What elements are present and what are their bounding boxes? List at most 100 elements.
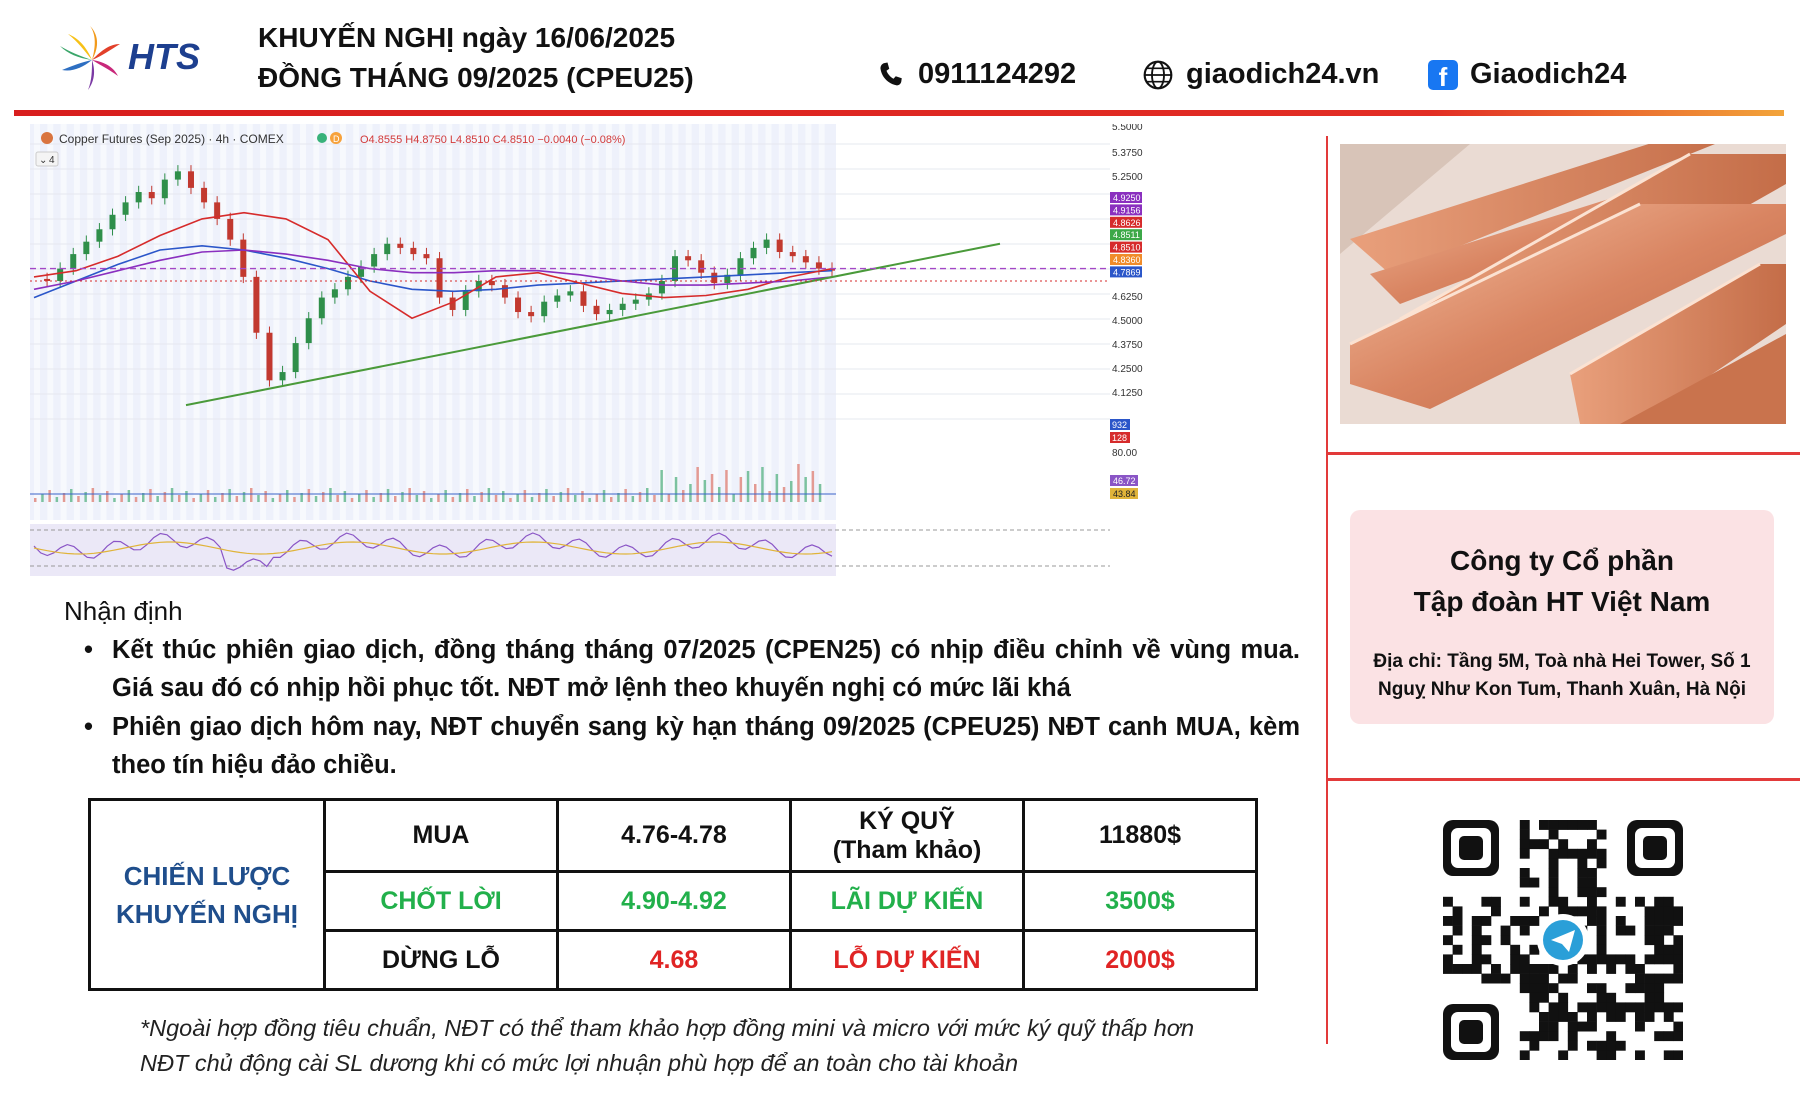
contact-website[interactable]: giaodich24.vn	[1142, 58, 1379, 91]
telegram-qr-code[interactable]	[1443, 820, 1683, 1060]
contact-phone[interactable]: 0911124292	[876, 58, 1076, 91]
session-band	[313, 124, 320, 520]
volume-bar	[379, 493, 383, 502]
session-band	[472, 124, 479, 520]
qr-module	[1596, 1040, 1607, 1051]
qr-module	[1587, 848, 1597, 859]
qr-module	[1587, 839, 1597, 850]
qr-module	[1567, 1031, 1578, 1042]
qr-module	[1606, 954, 1617, 965]
volume-bars	[30, 464, 836, 502]
volume-bar	[322, 492, 325, 502]
qr-module	[1529, 944, 1540, 955]
qr-module	[1635, 1002, 1645, 1013]
qr-module	[1558, 839, 1569, 850]
rsi-signal-line	[33, 541, 833, 555]
margin-label-line2: (Tham khảo)	[832, 835, 982, 864]
candle-body	[554, 295, 561, 302]
qr-module	[1596, 906, 1607, 917]
qr-module	[1644, 992, 1655, 1003]
volume-bar	[818, 484, 822, 502]
qr-module	[1644, 935, 1655, 946]
bullet-dot: •	[84, 636, 93, 664]
qr-module	[1654, 925, 1665, 936]
qr-module	[1529, 839, 1540, 850]
qr-module	[1529, 1031, 1540, 1042]
collapse-button[interactable]	[35, 151, 59, 167]
qr-modules	[1443, 820, 1683, 1060]
volume-bar	[221, 493, 224, 502]
qr-module	[1625, 983, 1636, 994]
qr-module	[1587, 820, 1597, 830]
volume-bar	[667, 494, 671, 502]
qr-module	[1548, 964, 1559, 974]
candle-body	[371, 254, 378, 267]
candle-body	[292, 343, 299, 373]
volume-bar	[199, 494, 203, 502]
qr-module	[1577, 1002, 1588, 1013]
volume-bar	[113, 498, 116, 502]
expected-profit-value: 3500$	[1022, 870, 1258, 932]
qr-module	[1587, 1021, 1597, 1032]
qr-module	[1615, 916, 1626, 926]
qr-module	[1587, 1040, 1597, 1051]
qr-module	[1481, 916, 1492, 926]
qr-module	[1539, 1021, 1549, 1032]
volume-bar	[98, 495, 102, 502]
qr-module	[1663, 1031, 1674, 1042]
session-band	[419, 124, 426, 520]
volume-bar	[343, 491, 347, 502]
candle-body	[83, 241, 90, 255]
qr-module	[1500, 925, 1511, 936]
expected-loss-value: 2000$	[1022, 929, 1258, 991]
candle-body	[96, 229, 103, 242]
qr-module	[1596, 1002, 1607, 1013]
volume-bar	[62, 493, 66, 502]
qr-module	[1577, 877, 1588, 888]
expected-loss-label: LỖ DỰ KIẾN	[789, 929, 1025, 991]
qr-module	[1673, 1021, 1683, 1032]
candle-body	[528, 312, 535, 317]
qr-module	[1644, 1012, 1655, 1022]
volume-bar	[149, 489, 152, 502]
qr-module	[1529, 992, 1540, 1003]
volume-bar	[811, 471, 815, 502]
qr-module	[1519, 820, 1530, 830]
qr-module	[1471, 916, 1482, 926]
volume-bar	[502, 491, 505, 502]
session-band	[273, 124, 280, 520]
facebook-icon: f	[1428, 59, 1458, 90]
qr-module	[1519, 877, 1530, 888]
qr-module	[1443, 954, 1453, 965]
candle-body	[253, 276, 260, 333]
volume-bar	[466, 489, 469, 502]
volume-bar	[41, 494, 44, 502]
candle-body	[515, 297, 522, 313]
qr-module	[1606, 1040, 1617, 1051]
candle-body	[436, 258, 443, 298]
volume-bar	[516, 494, 519, 502]
qr-module	[1567, 848, 1578, 859]
price-badge-label: 4.8510	[1113, 243, 1141, 253]
qr-module	[1539, 906, 1549, 917]
contact-facebook[interactable]: f Giaodich24	[1428, 58, 1626, 91]
volume-bar	[804, 477, 807, 502]
qr-module	[1663, 1050, 1674, 1060]
volume-bar	[84, 492, 87, 502]
volume-bar	[624, 489, 627, 502]
volume-bar	[48, 490, 51, 502]
volume-bar	[34, 498, 37, 502]
price-badge-label: 4.7869	[1113, 267, 1141, 277]
chart-grid	[30, 143, 1110, 420]
volume-bar	[430, 498, 433, 502]
bullet-dot: •	[84, 713, 93, 741]
blue-moving-average	[33, 244, 833, 299]
qr-module	[1558, 1050, 1569, 1060]
candle-body	[279, 372, 286, 381]
candle-body	[161, 179, 168, 199]
qr-module	[1519, 839, 1530, 850]
candle-body	[305, 318, 312, 344]
session-band	[619, 124, 626, 520]
qr-module	[1529, 983, 1540, 994]
qr-module	[1519, 1031, 1530, 1042]
